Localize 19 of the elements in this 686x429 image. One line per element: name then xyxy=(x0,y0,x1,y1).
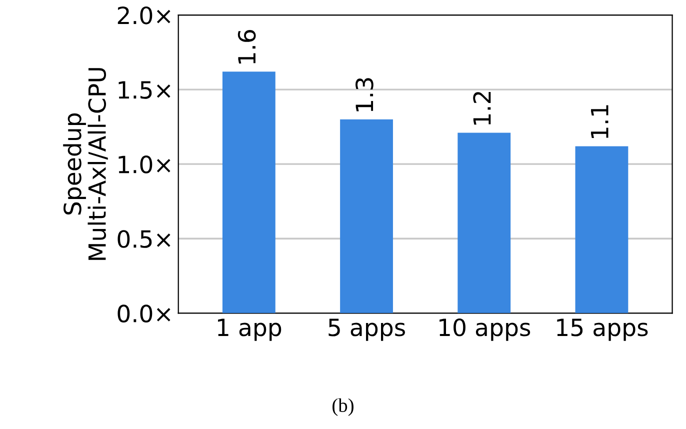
y-axis-title: Speedup Multi-Axl/All-CPU xyxy=(63,68,108,260)
x-tick-label: 10 apps xyxy=(440,318,530,341)
bar xyxy=(575,146,628,314)
bar xyxy=(340,119,393,314)
y-tick-label: 0.5× xyxy=(118,230,170,248)
data-label: 1.6 xyxy=(238,30,256,64)
x-tick-label: 15 apps xyxy=(557,318,648,341)
data-label: 1.1 xyxy=(591,105,608,138)
x-tick-label: 1 app xyxy=(218,318,282,341)
y-tick-label: 1.5× xyxy=(118,81,170,99)
data-label: 1.3 xyxy=(356,78,374,112)
y-tick-label: 0.0× xyxy=(118,304,170,322)
bar xyxy=(458,132,511,314)
bar xyxy=(222,72,276,314)
x-tick-label: 5 apps xyxy=(328,318,406,341)
text: (b) xyxy=(332,398,354,416)
y-tick-label: 2.0× xyxy=(118,6,170,24)
data-label: 1.2 xyxy=(473,92,491,125)
y-tick-label: 1.0× xyxy=(118,156,170,174)
